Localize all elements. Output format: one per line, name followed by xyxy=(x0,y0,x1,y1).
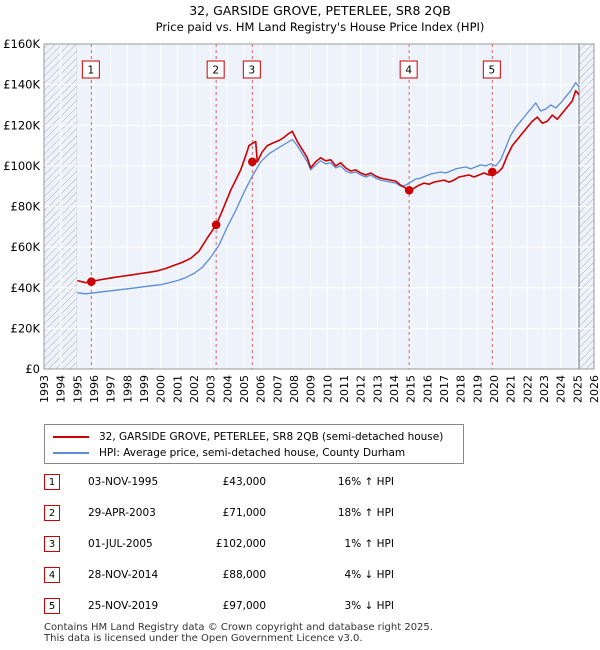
x-tick-label: 1997 xyxy=(105,375,118,403)
transaction-price: £88,000 xyxy=(222,569,266,581)
x-tick-label: 2013 xyxy=(371,375,384,403)
transaction-marker-label: 2 xyxy=(212,65,219,77)
x-tick-label: 2001 xyxy=(171,375,184,403)
table-row: 3 01-JUL-2005 £102,000 1% ↑ HPI xyxy=(44,536,444,556)
x-tick-label: 2022 xyxy=(521,375,534,403)
x-tick-label: 2006 xyxy=(255,375,268,403)
y-tick-label: £100K xyxy=(3,159,40,173)
y-tick-label: £0 xyxy=(25,362,40,376)
transaction-point xyxy=(211,220,221,230)
transaction-hpi: 4% ↓ HPI xyxy=(344,569,394,581)
x-tick-label: 2018 xyxy=(455,375,468,403)
chart-title: 32, GARSIDE GROVE, PETERLEE, SR8 2QB xyxy=(189,3,451,18)
transaction-marker-box xyxy=(399,60,418,79)
x-tick-label: 2011 xyxy=(338,375,351,403)
x-tick-label: 2010 xyxy=(321,375,334,403)
table-row: 2 29-APR-2003 £71,000 18% ↑ HPI xyxy=(44,505,444,525)
transaction-hpi: 1% ↑ HPI xyxy=(344,538,394,550)
transaction-price: £71,000 xyxy=(222,507,266,519)
y-tick-label: £20K xyxy=(11,321,41,335)
table-row: 4 28-NOV-2014 £88,000 4% ↓ HPI xyxy=(44,567,444,587)
transaction-hpi: 16% ↑ HPI xyxy=(337,476,394,488)
footer-attribution: Contains HM Land Registry data © Crown c… xyxy=(44,622,433,644)
x-tick-label: 1999 xyxy=(138,375,151,403)
hpi-line xyxy=(77,81,580,295)
transaction-number: 1 xyxy=(44,474,60,490)
transaction-marker-box xyxy=(242,60,261,79)
transaction-number: 3 xyxy=(44,536,60,552)
x-tick-label: 2012 xyxy=(355,375,368,403)
transaction-date: 01-JUL-2005 xyxy=(88,538,153,550)
x-tick-label: 1995 xyxy=(71,375,84,403)
x-tick-label: 2025 xyxy=(571,375,584,403)
legend-label-property: 32, GARSIDE GROVE, PETERLEE, SR8 2QB (se… xyxy=(99,431,444,443)
transaction-date: 25-NOV-2019 xyxy=(88,600,159,612)
transaction-point xyxy=(488,167,497,177)
transaction-point xyxy=(404,185,414,195)
x-tick-label: 2002 xyxy=(188,375,201,403)
transaction-marker-label: 3 xyxy=(248,65,255,77)
transaction-hpi: 18% ↑ HPI xyxy=(337,507,394,519)
footer-line-1: Contains HM Land Registry data © Crown c… xyxy=(44,622,433,633)
x-tick-label: 2023 xyxy=(538,375,551,403)
transaction-number: 2 xyxy=(44,505,60,521)
transaction-price: £102,000 xyxy=(215,538,266,550)
y-tick-label: £60K xyxy=(11,240,41,254)
x-tick-label: 1993 xyxy=(38,375,51,403)
legend-label-hpi: HPI: Average price, semi-detached house,… xyxy=(99,447,406,459)
transaction-marker-label: 5 xyxy=(488,65,495,77)
x-tick-label: 1996 xyxy=(88,375,101,403)
transaction-marker-box xyxy=(81,60,100,79)
transaction-date: 29-APR-2003 xyxy=(88,507,156,519)
chart-subtitle: Price paid vs. HM Land Registry's House … xyxy=(156,20,485,34)
plot-border xyxy=(43,43,595,370)
x-tick-label: 2016 xyxy=(421,375,434,403)
price-chart: 32, GARSIDE GROVE, PETERLEE, SR8 2QB Pri… xyxy=(3,3,600,403)
x-tick-label: 2000 xyxy=(155,375,168,403)
transaction-number: 5 xyxy=(44,598,60,614)
x-tick-label: 2005 xyxy=(238,375,251,403)
y-tick-label: £160K xyxy=(3,37,40,51)
transaction-marker-label: 1 xyxy=(87,65,94,77)
transaction-hpi: 3% ↓ HPI xyxy=(344,600,394,612)
table-row: 5 25-NOV-2019 £97,000 3% ↓ HPI xyxy=(44,598,444,618)
y-tick-label: £40K xyxy=(11,281,41,295)
transaction-price: £43,000 xyxy=(222,476,266,488)
transaction-date: 03-NOV-1995 xyxy=(88,476,159,488)
transaction-price: £97,000 xyxy=(222,600,266,612)
x-tick-label: 2021 xyxy=(505,375,518,403)
x-tick-label: 2003 xyxy=(205,375,218,403)
y-tick-label: £120K xyxy=(3,118,40,132)
x-tick-label: 2015 xyxy=(405,375,418,403)
x-tick-label: 2020 xyxy=(488,375,501,403)
transaction-number: 4 xyxy=(44,567,60,583)
chart-legend: 32, GARSIDE GROVE, PETERLEE, SR8 2QB (se… xyxy=(44,424,464,464)
y-tick-label: £80K xyxy=(11,200,41,214)
x-tick-label: 2004 xyxy=(221,375,234,403)
transaction-marker-box xyxy=(482,60,501,79)
y-tick-label: £140K xyxy=(3,78,40,92)
table-row: 1 03-NOV-1995 £43,000 16% ↑ HPI xyxy=(44,474,444,494)
x-tick-label: 2026 xyxy=(588,375,600,403)
property-price-line xyxy=(77,89,580,284)
x-tick-label: 2014 xyxy=(388,375,401,403)
x-tick-label: 1994 xyxy=(55,375,68,403)
x-tick-label: 2024 xyxy=(555,375,568,403)
transaction-date: 28-NOV-2014 xyxy=(88,569,159,581)
legend-swatch-hpi xyxy=(53,452,89,454)
transaction-marker-box xyxy=(206,60,225,79)
transaction-point xyxy=(87,277,96,286)
legend-item-hpi: HPI: Average price, semi-detached house,… xyxy=(53,445,405,461)
footer-line-2: This data is licensed under the Open Gov… xyxy=(44,633,363,644)
transaction-point xyxy=(248,157,257,167)
legend-item-property: 32, GARSIDE GROVE, PETERLEE, SR8 2QB (se… xyxy=(53,429,443,445)
x-tick-label: 2009 xyxy=(305,375,318,403)
x-tick-label: 1998 xyxy=(121,375,134,403)
x-tick-label: 2007 xyxy=(271,375,284,403)
legend-swatch-property xyxy=(53,436,89,438)
x-tick-label: 2017 xyxy=(438,375,451,403)
x-tick-label: 2008 xyxy=(288,375,301,403)
x-tick-label: 2019 xyxy=(471,375,484,403)
transaction-marker-label: 4 xyxy=(405,65,412,77)
